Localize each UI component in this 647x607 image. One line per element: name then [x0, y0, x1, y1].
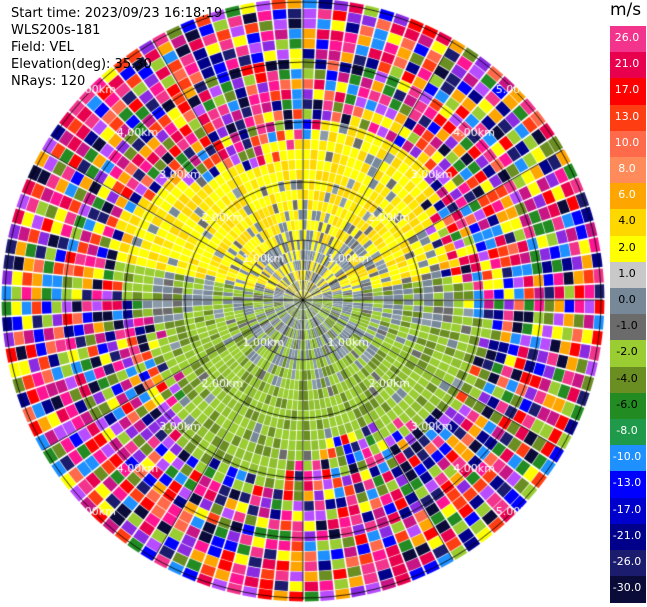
- colorbar-swatch: [610, 419, 646, 446]
- colorbar-swatch: [610, 209, 646, 237]
- colorbar-tick-label: -30.0: [612, 581, 642, 595]
- colorbar-tick-label: 1.0: [618, 266, 636, 280]
- colorbar-swatch: [610, 445, 646, 472]
- colorbar-swatch: [610, 497, 646, 525]
- colorbar-tick-label: -17.0: [612, 502, 642, 516]
- colorbar-swatch: [610, 130, 646, 158]
- elevation-label: Elevation(deg): 35.30: [11, 57, 152, 72]
- start-time-label: Start time: 2023/09/23 16:18:19: [11, 6, 223, 21]
- colorbar-swatch: [610, 366, 646, 394]
- colorbar-tick-label: -6.0: [616, 397, 638, 411]
- colorbar-tick-label: 21.0: [614, 57, 640, 71]
- colorbar-tick-label: 17.0: [614, 83, 640, 97]
- field-label: Field: VEL: [11, 40, 74, 55]
- colorbar-swatch: [610, 340, 646, 368]
- colorbar-swatch: [610, 261, 646, 289]
- colorbar-tick-label: -13.0: [612, 476, 642, 490]
- colorbar-tick-label: -1.0: [616, 319, 638, 333]
- colorbar-tick-label: 6.0: [618, 188, 636, 202]
- nrays-label: NRays: 120: [11, 74, 86, 89]
- colorbar-swatch: [610, 288, 646, 315]
- colorbar-tick-label: 2.0: [618, 240, 636, 254]
- colorbar-tick-label: 8.0: [618, 162, 636, 175]
- colorbar-swatch: [610, 523, 646, 551]
- colorbar-tick-label: -2.0: [616, 345, 638, 359]
- colorbar-swatch: [610, 78, 646, 106]
- colorbar-unit: m/s: [610, 0, 642, 20]
- colorbar-swatch: [610, 314, 646, 341]
- colorbar-tick-label: 13.0: [614, 109, 640, 123]
- colorbar-tick-label: 26.0: [614, 31, 640, 44]
- colorbar-tick-label: 10.0: [614, 135, 640, 149]
- colorbar-swatch: [610, 392, 646, 420]
- colorbar-swatch: [610, 52, 646, 79]
- colorbar-tick-label: -4.0: [616, 371, 638, 385]
- colorbar-swatch: [610, 183, 646, 210]
- colorbar-tick-label: 4.0: [618, 214, 636, 228]
- colorbar-swatch: [610, 157, 646, 184]
- colorbar-swatch: [610, 26, 646, 53]
- colorbar-swatch: [610, 235, 646, 263]
- colorbar-tick-label: -21.0: [612, 528, 642, 542]
- colorbar-swatch: [610, 576, 646, 603]
- colorbar-tick-label: -8.0: [616, 424, 638, 437]
- instrument-label: WLS200s-181: [11, 23, 101, 38]
- colorbar-tick-label: -26.0: [612, 555, 642, 568]
- colorbar-tick-label: 0.0: [618, 293, 636, 306]
- colorbar-tick-label: -10.0: [612, 450, 642, 464]
- colorbar-swatch: [610, 550, 646, 577]
- colorbar-swatch: [610, 471, 646, 499]
- colorbar-swatch: [610, 104, 646, 132]
